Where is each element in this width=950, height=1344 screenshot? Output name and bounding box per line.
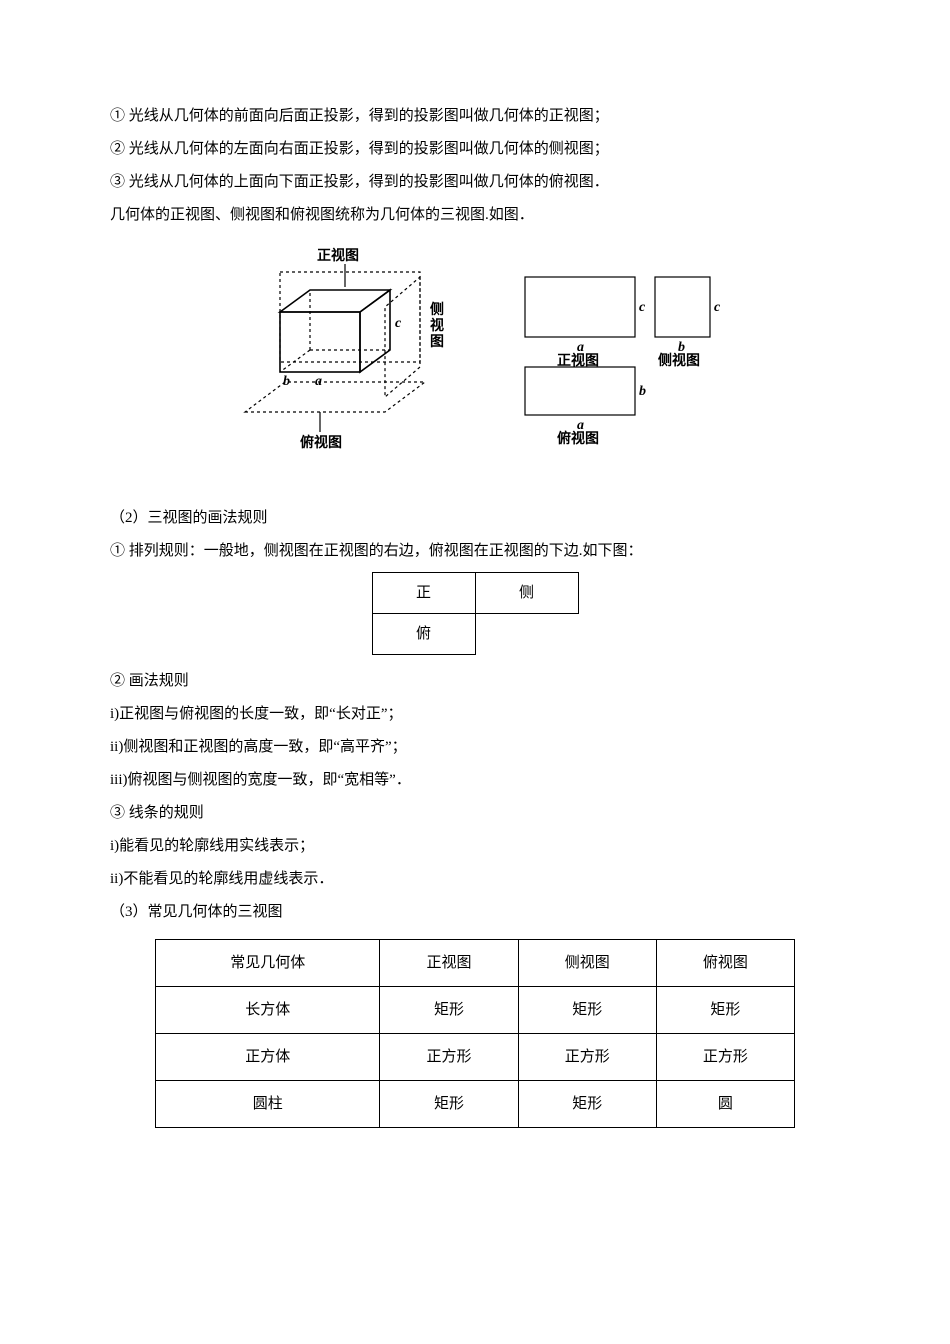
para-def-3: ③ 光线从几何体的上面向下面正投影，得到的投影图叫做几何体的俯视图． <box>110 166 840 199</box>
dim-a-3d: a <box>315 374 322 389</box>
para-def-1: ① 光线从几何体的前面向后面正投影，得到的投影图叫做几何体的正视图； <box>110 100 840 133</box>
rule-line-title: ③ 线条的规则 <box>110 797 840 830</box>
cell: 矩形 <box>518 987 656 1034</box>
section-2-title: （2）三视图的画法规则 <box>110 502 840 535</box>
front-c: c <box>639 300 646 315</box>
top-a: a <box>577 418 584 433</box>
label-side-3d-c0: 侧 <box>430 301 444 318</box>
label-side-3d-c2: 图 <box>430 334 444 350</box>
cell: 矩形 <box>380 1081 518 1128</box>
table-row: 正方体 正方形 正方形 正方形 <box>156 1034 795 1081</box>
top-caption: 俯视图 <box>557 430 599 447</box>
cell-side: 侧 <box>475 573 578 614</box>
three-views-2d-svg: a c 正视图 b c 侧视图 a b 俯视图 <box>515 257 725 457</box>
label-top-3d: 俯视图 <box>300 434 342 451</box>
arrangement-table: 正 侧 俯 <box>372 572 579 655</box>
cell: 正方形 <box>518 1034 656 1081</box>
cuboid-projection-svg: 正视图 侧 视 图 俯视图 a b c <box>225 242 465 472</box>
rule-i: i)正视图与俯视图的长度一致，即“长对正”； <box>110 698 840 731</box>
cell: 矩形 <box>518 1081 656 1128</box>
th-front: 正视图 <box>380 940 518 987</box>
label-side-3d-c1: 视 <box>430 317 444 334</box>
cell: 圆柱 <box>156 1081 380 1128</box>
table-row: 常见几何体 正视图 侧视图 俯视图 <box>156 940 795 987</box>
cell: 长方体 <box>156 987 380 1034</box>
cell: 正方体 <box>156 1034 380 1081</box>
front-caption: 正视图 <box>557 352 599 369</box>
side-b: b <box>678 340 685 355</box>
common-solids-table: 常见几何体 正视图 侧视图 俯视图 长方体 矩形 矩形 矩形 正方体 正方形 正… <box>155 939 795 1128</box>
line-rule-ii: ii)不能看见的轮廓线用虚线表示． <box>110 863 840 896</box>
cell: 正方形 <box>656 1034 794 1081</box>
rule-ii: ii)侧视图和正视图的高度一致，即“高平齐”； <box>110 731 840 764</box>
th-solid: 常见几何体 <box>156 940 380 987</box>
cell: 矩形 <box>656 987 794 1034</box>
table-row: 圆柱 矩形 矩形 圆 <box>156 1081 795 1128</box>
cell-front: 正 <box>372 573 475 614</box>
side-caption: 侧视图 <box>658 352 700 369</box>
cell-empty <box>475 614 578 655</box>
th-side: 侧视图 <box>518 940 656 987</box>
para-def-4: 几何体的正视图、侧视图和俯视图统称为几何体的三视图.如图． <box>110 199 840 232</box>
table-row: 长方体 矩形 矩形 矩形 <box>156 987 795 1034</box>
side-c: c <box>714 300 721 315</box>
front-a: a <box>577 340 584 355</box>
top-b: b <box>639 384 646 399</box>
para-def-2: ② 光线从几何体的左面向右面正投影，得到的投影图叫做几何体的侧视图； <box>110 133 840 166</box>
section-3-title: （3）常见几何体的三视图 <box>110 896 840 929</box>
rule-arrangement: ① 排列规则：一般地，侧视图在正视图的右边，俯视图在正视图的下边.如下图： <box>110 535 840 568</box>
th-top: 俯视图 <box>656 940 794 987</box>
cell-top: 俯 <box>372 614 475 655</box>
cell: 正方形 <box>380 1034 518 1081</box>
rule-drawing-title: ② 画法规则 <box>110 665 840 698</box>
dim-b-3d: b <box>283 374 290 389</box>
label-front-3d: 正视图 <box>317 247 359 264</box>
rule-iii: iii)俯视图与侧视图的宽度一致，即“宽相等”． <box>110 764 840 797</box>
dim-c-3d: c <box>395 316 402 331</box>
cell: 矩形 <box>380 987 518 1034</box>
cell: 圆 <box>656 1081 794 1128</box>
three-view-diagram: 正视图 侧 视 图 俯视图 a b c a c 正视图 b c 侧视图 a b … <box>110 242 840 472</box>
line-rule-i: i)能看见的轮廓线用实线表示； <box>110 830 840 863</box>
